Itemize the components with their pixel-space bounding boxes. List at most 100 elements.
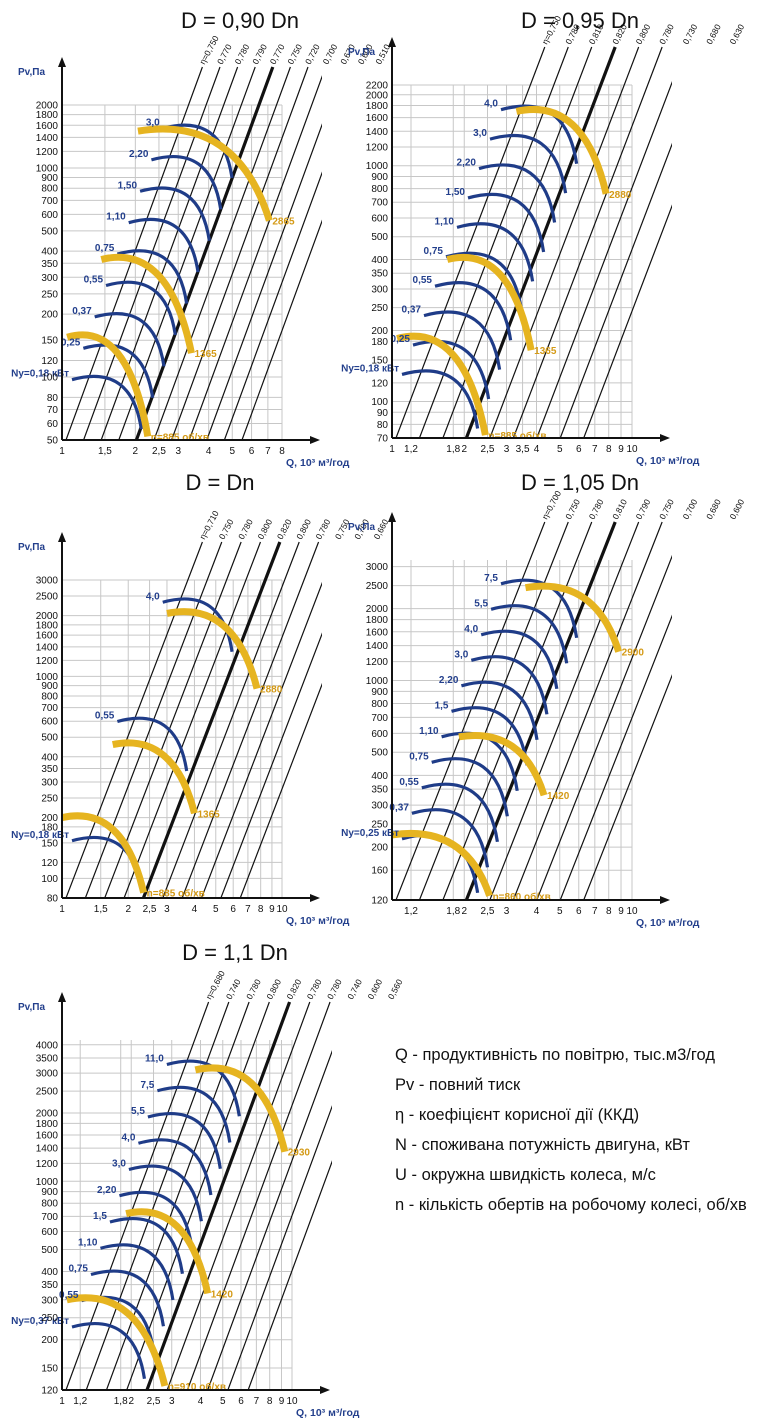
x-tick-label: 8	[606, 444, 612, 455]
power-label: 5,5	[131, 1106, 145, 1117]
x-tick-label: 6	[238, 1396, 244, 1407]
y-tick-label: 3000	[366, 562, 389, 573]
efficiency-label: 0,780	[236, 517, 255, 541]
x-tick-label: 9	[279, 1396, 285, 1407]
x-axis-arrow	[660, 434, 670, 442]
y-tick-label: 900	[371, 172, 388, 183]
legend: Q - продуктивність по повітрю, тыс.м3/го…	[395, 1040, 775, 1220]
power-label: 1,10	[435, 216, 455, 227]
y-tick-label: 1800	[36, 110, 59, 121]
y-tick-label: 300	[41, 273, 58, 284]
x-tick-label: 4	[534, 906, 540, 917]
efficiency-label: 0,790	[250, 42, 269, 66]
y-tick-label: 1800	[36, 1119, 59, 1130]
x-tick-label: 1,8	[446, 906, 460, 917]
x-tick-label: 10	[276, 904, 288, 915]
power-label: 4,0	[122, 1132, 136, 1143]
y-tick-label: 350	[371, 785, 388, 796]
y-tick-label: 250	[41, 289, 58, 300]
efficiency-label: 0,780	[305, 977, 324, 1001]
efficiency-label: 0,600	[727, 497, 746, 521]
efficiency-line	[182, 542, 318, 898]
y-axis-label: Pv,Па	[348, 522, 375, 533]
x-tick-label: 10	[286, 1396, 298, 1407]
y-tick-label: 1000	[366, 161, 389, 172]
y-tick-label: 50	[47, 436, 59, 447]
x-axis-label: Q, 10³ м³/год	[636, 917, 700, 929]
x-tick-label: 3	[164, 904, 170, 915]
speed-label: 2900	[622, 648, 645, 659]
x-tick-label: 3	[504, 444, 510, 455]
x-tick-label: 1	[59, 1396, 65, 1407]
x-tick-label: 1,5	[94, 904, 108, 915]
efficiency-label: 0,730	[681, 22, 700, 46]
x-axis-label: Q, 10³ м³/год	[286, 915, 350, 927]
speed-curve	[459, 735, 544, 795]
power-label: 3,0	[473, 128, 487, 139]
power-label: 2,20	[97, 1185, 117, 1196]
efficiency-label: 0,780	[244, 977, 263, 1001]
y-tick-label: 400	[41, 752, 58, 763]
x-tick-label: 2,5	[147, 1396, 161, 1407]
x-tick-label: 6	[576, 906, 582, 917]
power-label: 0,37	[72, 306, 92, 317]
y-tick-label: 1600	[366, 113, 389, 124]
x-tick-label: 7	[245, 904, 251, 915]
speed-label: 1420	[211, 1289, 234, 1300]
chart-title: D = 0,90 Dn	[181, 8, 299, 33]
y-tick-label: 700	[371, 713, 388, 724]
speed-label: n=885 об/хв	[488, 430, 546, 442]
x-tick-label: 5	[213, 904, 219, 915]
y-tick-label: 300	[41, 1295, 58, 1306]
efficiency-label: 0,800	[264, 977, 283, 1001]
y-tick-label: 900	[41, 173, 58, 184]
y-tick-label: 1000	[36, 672, 59, 683]
power-label: 1,10	[78, 1237, 98, 1248]
y-tick-label: 100	[41, 373, 58, 384]
x-tick-label: 1,2	[404, 906, 418, 917]
x-tick-label: 2,5	[152, 446, 166, 457]
y-tick-label: 120	[41, 356, 58, 367]
chart-title: D = 1,05 Dn	[521, 470, 639, 495]
y-tick-label: 120	[41, 858, 58, 869]
chart-4: D = 1,05 Dnη=0,700 0,750 0,780 0,810 0,790 0,…	[341, 470, 746, 929]
y-tick-label: 350	[41, 1280, 58, 1291]
x-axis-label: Q, 10³ м³/год	[636, 455, 700, 467]
y-tick-label: 500	[41, 733, 58, 744]
x-tick-label: 4	[206, 446, 212, 457]
y-tick-label: 1200	[36, 147, 59, 158]
y-axis-arrow	[58, 532, 66, 542]
y-tick-label: 600	[41, 1227, 58, 1238]
y-tick-label: 350	[41, 259, 58, 270]
x-tick-label: 10	[626, 906, 638, 917]
x-tick-label: 10	[626, 444, 638, 455]
y-tick-label: 150	[41, 1364, 58, 1375]
efficiency-label: 0,630	[727, 22, 746, 46]
y-tick-label: 400	[41, 1267, 58, 1278]
y-tick-label: 800	[41, 691, 58, 702]
y-tick-label: 500	[41, 1245, 58, 1256]
y-tick-label: 600	[41, 210, 58, 221]
efficiency-line	[242, 67, 378, 440]
x-tick-label: 7	[265, 446, 271, 457]
efficiency-label: 0,780	[587, 497, 606, 521]
power-label: 4,0	[464, 624, 478, 635]
y-tick-label: 70	[377, 434, 389, 445]
efficiency-label: 0,820	[275, 517, 294, 541]
y-tick-label: 90	[377, 408, 389, 419]
y-tick-label: 200	[371, 326, 388, 337]
y-tick-label: 350	[41, 764, 58, 775]
y-tick-label: 400	[371, 255, 388, 266]
power-label: 2,20	[457, 158, 477, 169]
power-curve	[432, 759, 508, 817]
efficiency-line	[119, 67, 255, 440]
x-tick-label: 2	[133, 446, 139, 457]
y-tick-label: 800	[371, 184, 388, 195]
y-tick-label: 600	[371, 729, 388, 740]
y-tick-label: 80	[47, 894, 59, 905]
x-tick-label: 5	[220, 1396, 226, 1407]
x-tick-label: 1	[59, 446, 65, 457]
efficiency-line	[221, 542, 357, 898]
y-tick-label: 200	[371, 843, 388, 854]
